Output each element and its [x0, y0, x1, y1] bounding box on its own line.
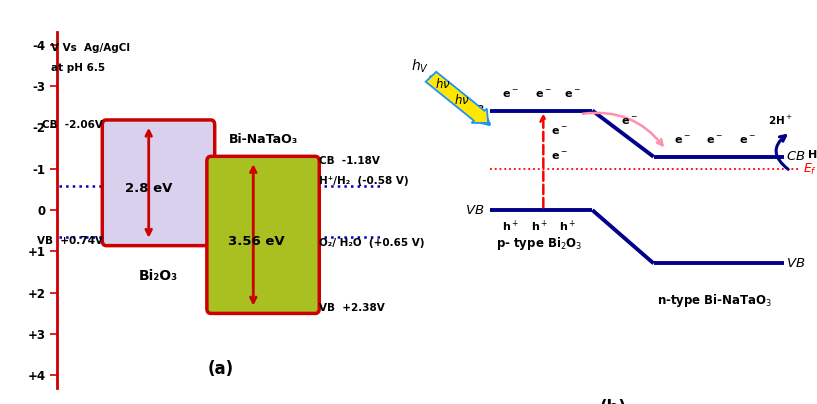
- Text: (b): (b): [600, 398, 626, 404]
- Text: $VB$: $VB$: [786, 257, 806, 270]
- Text: CB  -1.18V: CB -1.18V: [319, 156, 380, 166]
- Text: e$^-$: e$^-$: [674, 135, 690, 146]
- Text: VB  +0.74V: VB +0.74V: [37, 236, 103, 246]
- Text: e$^-$: e$^-$: [535, 89, 551, 100]
- Text: $CB$: $CB$: [465, 104, 484, 117]
- Text: $h\nu$: $h\nu$: [453, 93, 470, 107]
- FancyBboxPatch shape: [207, 156, 319, 314]
- Text: p- type Bi$_2$O$_3$: p- type Bi$_2$O$_3$: [496, 235, 583, 252]
- Text: h$^+$: h$^+$: [502, 219, 519, 234]
- Text: $VB$: $VB$: [465, 204, 484, 217]
- FancyArrow shape: [426, 72, 489, 123]
- Text: H⁺/H₂  (-0.58 V): H⁺/H₂ (-0.58 V): [319, 176, 408, 186]
- Text: e$^-$: e$^-$: [551, 151, 569, 162]
- Text: O₂/ H₂O  (+0.65 V): O₂/ H₂O (+0.65 V): [319, 238, 424, 248]
- Text: $E_f$: $E_f$: [802, 162, 817, 177]
- Text: 2.8 eV: 2.8 eV: [125, 183, 172, 196]
- Text: n-type Bi-NaTaO$_3$: n-type Bi-NaTaO$_3$: [657, 292, 773, 309]
- Text: h$^+$: h$^+$: [531, 219, 547, 234]
- Text: H$_2$: H$_2$: [806, 148, 817, 162]
- Text: V Vs  Ag/AgCl: V Vs Ag/AgCl: [51, 43, 130, 53]
- Text: at pH 6.5: at pH 6.5: [51, 63, 105, 73]
- Text: e$^-$: e$^-$: [707, 135, 723, 146]
- FancyBboxPatch shape: [102, 120, 215, 246]
- Text: e$^-$: e$^-$: [739, 135, 756, 146]
- Text: Bi-NaTaO₃: Bi-NaTaO₃: [229, 133, 297, 146]
- Text: VB  +2.38V: VB +2.38V: [319, 303, 384, 314]
- Text: e$^-$: e$^-$: [502, 89, 519, 100]
- Text: $CB$: $CB$: [786, 150, 806, 163]
- Text: e$^-$: e$^-$: [551, 126, 569, 137]
- Text: e$^-$: e$^-$: [621, 116, 637, 126]
- Text: CB  -2.06V: CB -2.06V: [42, 120, 103, 130]
- Text: $h_V$: $h_V$: [410, 57, 429, 75]
- Text: (a): (a): [208, 360, 234, 377]
- Text: Bi₂O₃: Bi₂O₃: [139, 269, 178, 283]
- Text: $h\nu$: $h\nu$: [435, 77, 451, 91]
- Text: 2H$^+$: 2H$^+$: [768, 114, 792, 126]
- Text: h$^+$: h$^+$: [560, 219, 576, 234]
- Text: 3.56 eV: 3.56 eV: [228, 235, 285, 248]
- Text: e$^-$: e$^-$: [564, 89, 580, 100]
